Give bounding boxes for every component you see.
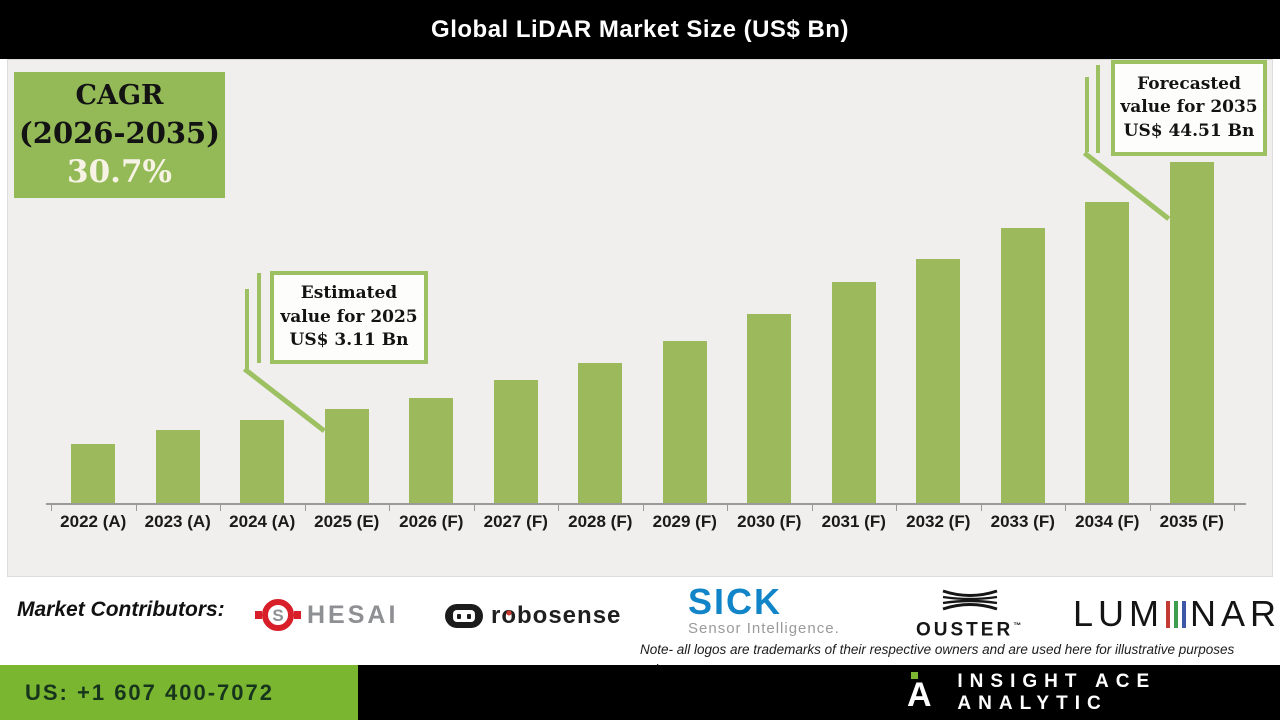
bar-2031	[831, 282, 876, 503]
x-axis-label: 2029 (F)	[652, 512, 717, 531]
x-axis-tick	[1234, 505, 1235, 511]
ouster-wordmark: OUSTER™	[916, 619, 1025, 641]
bar-2030	[747, 314, 792, 503]
robosense-icon	[445, 604, 483, 628]
x-axis-label: 2035 (F)	[1159, 512, 1224, 531]
svg-text:S: S	[272, 606, 283, 625]
luminar-green-bar	[1174, 600, 1179, 628]
page-title: Global LiDAR Market Size (US$ Bn)	[431, 15, 849, 43]
callout-2025-bracket-outer	[257, 273, 261, 363]
cagr-title: CAGR	[75, 80, 164, 111]
x-axis-tick	[980, 505, 982, 511]
callout-2035-bracket-inner	[1085, 77, 1089, 152]
x-axis-label: 2025 (E)	[314, 512, 380, 531]
x-axis-label: 2031 (F)	[821, 512, 886, 531]
bar-2025	[324, 409, 369, 503]
x-axis-tick	[135, 505, 137, 511]
sick-wordmark: SICK	[688, 581, 783, 622]
x-axis-label: 2027 (F)	[483, 512, 548, 531]
luminar-red-bar	[1166, 600, 1171, 628]
robosense-logo: robosense	[445, 600, 621, 632]
robosense-wordmark: robosense	[491, 602, 622, 629]
footer-phone-box: US: +1 607 400-7072	[0, 665, 358, 720]
callout-2025-line1: Estimated	[300, 283, 398, 304]
x-axis-tick	[811, 505, 813, 511]
x-axis-tick	[642, 505, 644, 511]
insight-ace-analytic-brand: A INSIGHT ACE ANALYTIC	[905, 665, 1280, 720]
title-bar: Global LiDAR Market Size (US$ Bn)	[0, 0, 1280, 59]
market-contributors-label: Market Contributors:	[17, 598, 225, 621]
x-axis-tick	[727, 505, 728, 511]
x-axis-tick	[1065, 505, 1066, 511]
footer-bar: US: +1 607 400-7072 A INSIGHT ACE ANALYT…	[0, 665, 1280, 720]
hesai-wordmark: HESAI	[307, 600, 399, 629]
callout-estimated-2025: Estimated value for 2025 US$ 3.11 Bn	[270, 271, 428, 364]
sick-logo: SICK Sensor Intelligence.	[688, 581, 840, 638]
x-axis-tick	[304, 505, 306, 511]
bar-2022	[71, 444, 116, 503]
x-axis-tick	[220, 505, 221, 511]
logo-green-dot	[911, 671, 918, 679]
callout-2035-line2: value for 2035	[1120, 97, 1258, 118]
luminar-logo: LUM NAR	[1073, 593, 1280, 634]
x-axis-tick	[51, 505, 52, 511]
callout-2025-line3: US$ 3.11 Bn	[289, 330, 409, 351]
bar-2033	[1000, 228, 1045, 503]
x-axis-label: 2022 (A)	[60, 512, 127, 531]
phone-number: US: +1 607 400-7072	[25, 679, 274, 705]
x-axis-label: 2032 (F)	[906, 512, 971, 531]
hesai-icon: S	[255, 599, 301, 631]
cagr-box: CAGR (2026-2035) 30.7%	[14, 72, 225, 198]
callout-2035-bracket-outer	[1096, 65, 1100, 153]
luminar-blue-bar	[1182, 600, 1187, 628]
x-axis-label: 2034 (F)	[1075, 512, 1140, 531]
bar-2034	[1085, 202, 1130, 503]
bar-2024	[240, 420, 285, 503]
ouster-logo: OUSTER™	[916, 588, 1024, 639]
bar-2029	[662, 341, 707, 503]
x-axis-label: 2026 (F)	[399, 512, 464, 531]
luminar-wordmark-right: NAR	[1190, 593, 1280, 634]
x-axis-tick	[473, 505, 475, 511]
x-axis-label: 2024 (A)	[229, 512, 296, 531]
cagr-value: 30.7%	[67, 154, 172, 190]
callout-2035-line3: US$ 44.51 Bn	[1123, 120, 1255, 141]
callout-forecasted-2035: Forecasted value for 2035 US$ 44.51 Bn	[1111, 60, 1267, 156]
x-axis-tick	[558, 505, 559, 511]
x-axis-tick	[1149, 505, 1151, 511]
x-axis-label: 2028 (F)	[568, 512, 633, 531]
callout-2025-bracket-inner	[245, 289, 249, 369]
x-axis-label: 2033 (F)	[990, 512, 1055, 531]
sick-tagline: Sensor Intelligence.	[688, 620, 840, 637]
chart-panel: CAGR (2026-2035) 30.7% 2022 (A) 2023 (A) 2…	[7, 59, 1273, 577]
x-axis-tick	[389, 505, 390, 511]
hesai-logo: S HESAI	[255, 597, 398, 633]
callout-2035-line1: Forecasted	[1137, 73, 1241, 94]
bar-2028	[578, 363, 623, 503]
cagr-range: (2026-2035)	[19, 116, 220, 150]
x-axis-label: 2030 (F)	[737, 512, 802, 531]
luminar-wordmark-left: LUM	[1073, 593, 1165, 634]
insight-ace-logo-icon: A	[905, 671, 935, 714]
bar-2035	[1169, 162, 1214, 503]
x-axis-tick	[896, 505, 897, 511]
bar-2026	[409, 398, 454, 503]
bar-chart: 2022 (A) 2023 (A) 2024 (A) 2025 (E) 2026 (F)…	[8, 60, 1272, 576]
bar-2032	[916, 259, 961, 503]
x-axis-label: 2023 (A)	[144, 512, 211, 531]
x-axis-line	[46, 503, 1246, 505]
callout-2025-line2: value for 2025	[280, 306, 418, 327]
bar-2027	[493, 380, 538, 503]
brand-name: INSIGHT ACE ANALYTIC	[957, 670, 1157, 714]
bar-2023	[155, 430, 200, 503]
ouster-icon	[939, 588, 1001, 617]
